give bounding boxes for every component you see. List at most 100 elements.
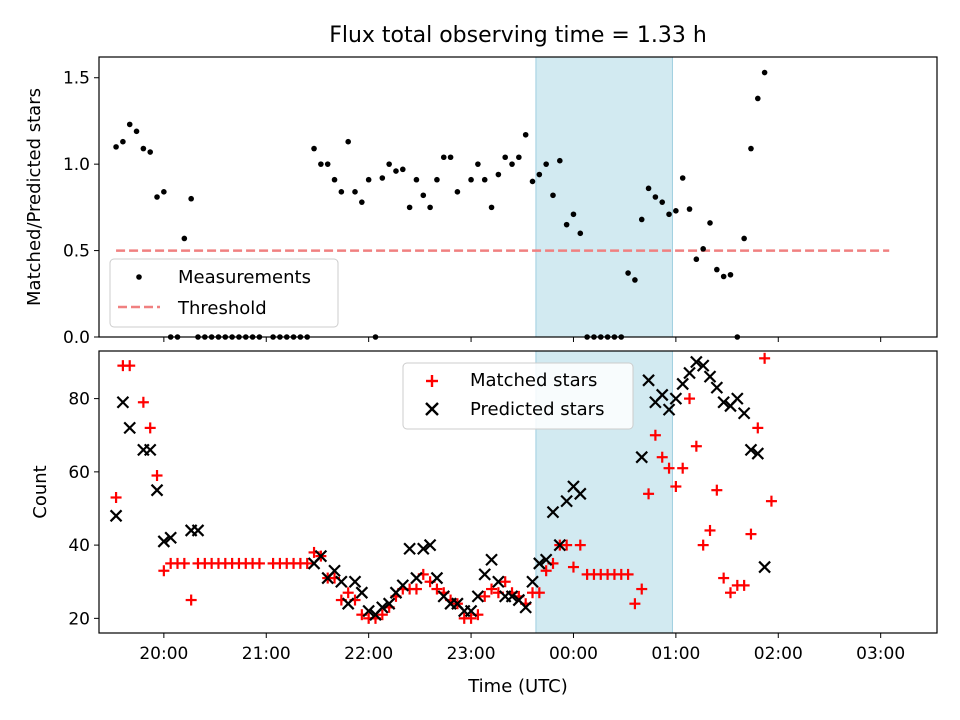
x-tick-label: 03:00 [856,644,905,664]
predicted-star-point [335,575,348,589]
measurement-point [399,166,406,173]
measurement-point [666,211,672,218]
matched-star-point [486,583,498,595]
measurement-point [393,168,399,174]
predicted-star-point [683,366,696,380]
measurement-point [659,199,666,205]
matched-star-point [697,539,709,551]
measurement-point [147,149,154,155]
matched-star-point [561,539,573,551]
predicted-star-point [690,355,703,369]
measurement-point [570,211,577,218]
matched-star-point [144,422,156,434]
matched-star-point [643,488,655,500]
bottom-y-ticks: 20 40 60 80 [68,390,99,629]
measurement-point [120,138,126,145]
predicted-star-point [341,597,355,610]
predicted-star-point [533,557,546,570]
measurement-point [468,176,474,183]
measurement-point [434,176,440,183]
measurement-point [748,145,754,152]
top-y-tick-label: 1.5 [63,69,90,89]
predicted-star-point [539,553,553,567]
highlight-span [535,57,673,337]
matched-star-point [765,495,777,507]
predicted-star-point [150,483,164,497]
bottom-y-axis-label: Count [30,465,51,518]
measurement-point [352,189,358,195]
measurement-point [311,145,317,152]
matched-star-point [185,594,197,606]
matched-star-point [711,484,723,496]
matched-star-point [479,590,491,602]
matched-star-point [759,352,771,364]
x-tick-label: 23:00 [447,644,496,664]
measurement-point [720,273,727,280]
matched-star-point [567,561,579,573]
chart-title: Flux total observing time = 1.33 h [329,23,707,48]
measurement-point [481,176,488,183]
measurement-point [645,185,652,192]
measurement-point [557,157,563,164]
matched-star-point [499,576,511,588]
matched-star-point [253,557,265,569]
x-tick-label: 02:00 [754,644,803,664]
legend-predicted-label: Predicted stars [470,399,604,420]
measurement-point [707,220,713,226]
measurement-point [379,175,386,181]
predicted-star-point [478,568,491,581]
measurement-point [365,176,372,183]
measurement-point [693,256,700,263]
predicted-star-point [751,447,765,460]
matched-star-point [178,557,190,569]
predicted-star-point [123,421,136,435]
matched-star-point [704,524,716,536]
measurement-point [686,206,693,212]
measurement-point [413,176,420,183]
legend-matched-marker [426,375,438,387]
predicted-star-point [416,542,430,556]
predicted-star-point [403,542,416,556]
top-y-tick-label: 0.0 [63,328,90,348]
measurement-point [181,235,188,242]
top-axes-frame [98,56,938,338]
measurement-point [700,246,706,252]
x-tick-label: 21:00 [242,644,291,664]
measurement-point [509,161,515,167]
matched-star-point [629,598,641,610]
matched-star-point [724,587,736,599]
predicted-star-point [164,531,177,545]
measurement-point [761,69,768,76]
measurement-point [714,266,720,273]
measurement-point [440,154,447,161]
measurement-point [154,194,160,200]
measurement-point [550,192,556,199]
legend-measurements-label: Measurements [178,267,311,288]
predicted-star-point [492,575,505,589]
matched-star-point [110,491,122,503]
predicted-star-point [737,406,751,420]
measurement-point [577,230,584,237]
measurement-point [140,145,147,152]
predicted-star-point [430,571,444,585]
measurement-point [318,161,324,167]
predicted-star-point [471,590,485,603]
measurement-point [563,221,570,228]
measurement-point [324,161,331,167]
predicted-star-point [519,601,532,614]
measurement-point [495,171,502,178]
measurement-point [516,154,522,161]
bottom-y-tick-label: 60 [68,463,90,483]
bottom-x-ticks: 20:00 21:00 22:00 23:00 00:00 01:00 02:00 03:00 [139,633,905,664]
predicted-star-point [328,564,341,578]
bottom-y-tick-label: 20 [68,609,90,629]
predicted-star-point [744,443,758,457]
matched-star-point [752,422,764,434]
measurement-point [359,199,365,205]
bottom-legend: Matched stars Predicted stars [402,362,634,430]
x-tick-label: 00:00 [549,644,598,664]
measurement-point [126,121,133,128]
predicted-star-point [423,538,437,552]
measurement-point [427,204,433,211]
measurement-point [543,161,549,167]
